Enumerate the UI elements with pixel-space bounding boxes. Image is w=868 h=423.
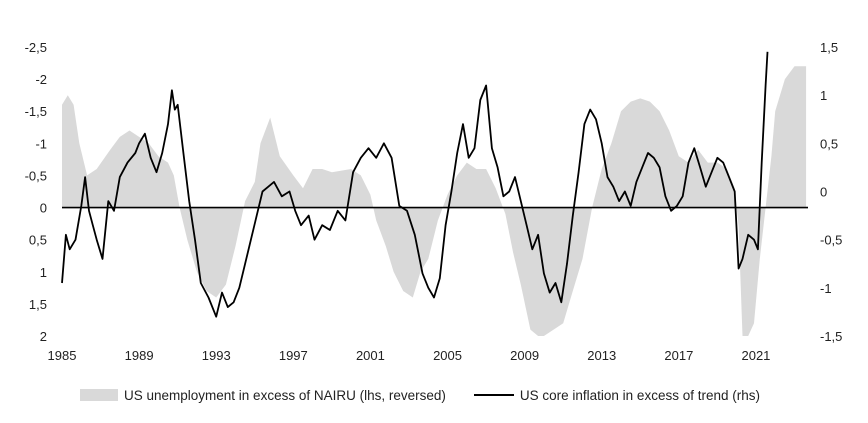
left-axis-ticks: -2,5 -2 -1,5 -1 -0,5 0 0,5 1 1,5 2 (25, 40, 47, 344)
x-tick-label: 2005 (433, 348, 462, 363)
left-tick-label: -1 (35, 136, 47, 151)
legend-label-unemployment: US unemployment in excess of NAIRU (lhs,… (124, 387, 446, 403)
right-tick-label: -0,5 (820, 233, 842, 248)
legend-item-inflation: US core inflation in excess of trend (rh… (473, 387, 760, 403)
right-tick-label: -1,5 (820, 329, 842, 344)
x-tick-label: 2001 (356, 348, 385, 363)
legend-label-inflation: US core inflation in excess of trend (rh… (519, 387, 760, 403)
left-tick-label: 0 (40, 201, 47, 216)
chart: -2,5 -2 -1,5 -1 -0,5 0 0,5 1 1,5 2 1,5 1 0,5 0 -0,5 -1… (25, 40, 843, 363)
x-tick-label: 1985 (48, 348, 77, 363)
x-tick-label: 2021 (741, 348, 770, 363)
area-layer (62, 66, 807, 337)
legend-item-unemployment: US unemployment in excess of NAIRU (lhs,… (80, 388, 446, 403)
x-axis-ticks: 1985 1989 1993 1997 2001 2005 2009 2013 2017 2021 (48, 348, 771, 363)
right-tick-label: 1,5 (820, 40, 838, 55)
series-area-unemployment (62, 66, 807, 337)
x-tick-label: 1993 (202, 348, 231, 363)
x-tick-label: 2013 (587, 348, 616, 363)
left-tick-label: 1,5 (29, 297, 47, 312)
series-line-inflation (61, 51, 769, 318)
legend-swatch-inflation (473, 394, 514, 396)
right-tick-label: 1 (820, 88, 827, 103)
line-layer (61, 51, 769, 318)
left-tick-label: -2 (35, 72, 47, 87)
left-tick-label: 1 (40, 265, 47, 280)
legend-swatch-unemployment (80, 389, 118, 401)
right-tick-label: 0,5 (820, 136, 838, 151)
x-tick-label: 1989 (125, 348, 154, 363)
right-tick-label: -1 (820, 281, 832, 296)
right-axis-ticks: 1,5 1 0,5 0 -0,5 -1 -1,5 (820, 40, 842, 344)
right-tick-label: 0 (820, 185, 827, 200)
left-tick-label: -2,5 (25, 40, 47, 55)
left-tick-label: 0,5 (29, 233, 47, 248)
legend: US unemployment in excess of NAIRU (lhs,… (80, 384, 840, 406)
x-tick-label: 2009 (510, 348, 539, 363)
left-tick-label: -1,5 (25, 104, 47, 119)
left-tick-label: -0,5 (25, 168, 47, 183)
x-tick-label: 2017 (664, 348, 693, 363)
left-tick-label: 2 (40, 329, 47, 344)
x-tick-label: 1997 (279, 348, 308, 363)
